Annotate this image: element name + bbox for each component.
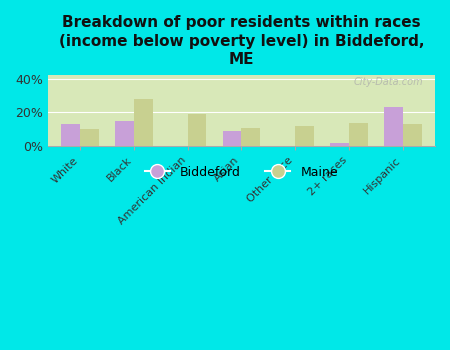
Bar	[241, 128, 260, 146]
Bar	[188, 114, 207, 146]
Bar	[349, 122, 368, 146]
Bar	[134, 99, 153, 146]
Bar	[115, 121, 134, 146]
Legend: Biddeford, Maine: Biddeford, Maine	[140, 161, 343, 184]
Bar	[61, 124, 80, 146]
Bar	[223, 131, 241, 146]
Bar	[330, 143, 349, 146]
Bar	[295, 126, 314, 146]
Bar	[403, 124, 422, 146]
Title: Breakdown of poor residents within races
(income below poverty level) in Biddefo: Breakdown of poor residents within races…	[58, 15, 424, 67]
Bar	[384, 107, 403, 146]
Bar	[80, 129, 99, 146]
Text: City-Data.com: City-Data.com	[354, 77, 423, 88]
